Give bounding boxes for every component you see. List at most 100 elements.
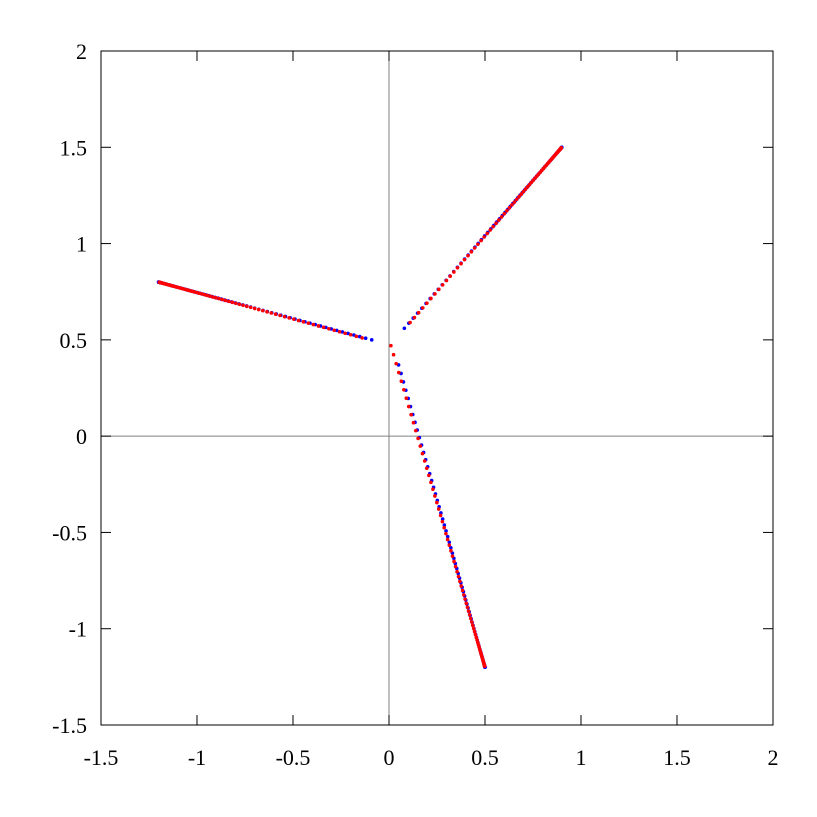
data-point xyxy=(521,189,526,194)
data-point xyxy=(466,609,471,613)
data-point xyxy=(485,231,490,236)
data-point xyxy=(448,274,453,278)
data-point xyxy=(282,314,287,319)
zero-axes xyxy=(101,51,773,725)
data-point xyxy=(444,529,448,533)
data-point xyxy=(332,328,336,333)
data-point xyxy=(202,292,207,297)
data-point xyxy=(452,559,456,564)
data-point xyxy=(220,297,225,302)
data-point xyxy=(402,387,406,392)
data-point xyxy=(488,228,492,232)
data-point xyxy=(471,626,476,631)
data-point xyxy=(458,579,462,584)
data-point xyxy=(452,270,456,274)
data-point xyxy=(269,311,274,315)
data-point xyxy=(459,261,463,266)
data-point xyxy=(436,507,441,511)
data-point xyxy=(412,315,417,320)
data-point xyxy=(438,513,443,518)
data-point xyxy=(470,623,475,628)
data-point xyxy=(404,396,409,401)
data-point xyxy=(399,379,404,384)
data-point xyxy=(230,300,235,305)
data-point xyxy=(311,322,316,327)
data-point xyxy=(425,301,429,305)
data-point xyxy=(517,194,521,199)
data-point xyxy=(416,310,421,315)
data-point xyxy=(514,197,519,202)
x-tick-label: 1 xyxy=(576,745,587,770)
data-point xyxy=(306,321,311,325)
data-point xyxy=(316,324,321,328)
data-point xyxy=(459,584,464,588)
data-point xyxy=(348,332,353,337)
data-point xyxy=(214,296,218,300)
data-point xyxy=(519,192,524,196)
data-point xyxy=(409,412,413,417)
data-point xyxy=(469,250,474,254)
data-point xyxy=(523,187,528,191)
data-point xyxy=(420,451,425,456)
data-point xyxy=(510,203,514,207)
data-point xyxy=(391,352,396,357)
data-point xyxy=(402,326,407,331)
y-axis-ticks: -1.5 -1 -0.5 0 0.5 1 1.5 2 xyxy=(52,39,773,738)
data-point xyxy=(245,304,249,309)
data-point xyxy=(252,306,257,311)
data-point xyxy=(429,480,433,485)
y-tick-label: 0 xyxy=(76,424,87,449)
data-point xyxy=(296,318,301,323)
data-point xyxy=(437,287,441,292)
data-point xyxy=(411,420,416,425)
data-point xyxy=(525,184,530,189)
x-tick-label: 2 xyxy=(768,745,779,770)
data-point xyxy=(469,620,474,624)
data-point xyxy=(431,487,435,492)
data-point xyxy=(456,574,461,579)
data-point xyxy=(340,330,345,334)
data-point xyxy=(234,301,238,306)
data-point xyxy=(491,224,495,229)
data-point xyxy=(447,543,452,547)
data-point xyxy=(476,242,480,247)
data-point xyxy=(256,307,261,312)
y-tick-label: 1 xyxy=(76,232,87,257)
data-point xyxy=(420,306,425,310)
data-point xyxy=(301,320,306,324)
x-axis-ticks: -1.5 -1 -0.5 0 0.5 1 1.5 2 xyxy=(84,51,779,770)
data-point xyxy=(496,218,501,222)
data-point xyxy=(334,328,339,333)
data-point xyxy=(337,329,342,334)
data-point xyxy=(422,459,427,463)
data-point xyxy=(237,302,242,307)
data-point xyxy=(424,466,429,471)
x-tick-label: 0.5 xyxy=(471,745,499,770)
data-point xyxy=(444,531,448,536)
data-point xyxy=(211,295,215,299)
y-tick-label: -0.5 xyxy=(52,520,87,545)
data-point xyxy=(433,292,437,296)
data-point xyxy=(474,635,479,640)
data-point xyxy=(273,312,278,316)
plot-frame xyxy=(100,50,774,726)
data-point xyxy=(460,588,465,593)
data-point xyxy=(435,500,439,505)
data-point xyxy=(507,206,512,210)
data-point xyxy=(494,221,498,226)
data-point xyxy=(455,265,460,270)
data-point xyxy=(278,313,282,318)
x-tick-label: 1.5 xyxy=(663,745,691,770)
x-tick-label: -0.5 xyxy=(276,745,311,770)
data-point xyxy=(467,613,472,617)
x-tick-label: 0 xyxy=(384,745,395,770)
data-point xyxy=(472,629,477,634)
plot-background xyxy=(101,51,773,725)
data-point xyxy=(445,537,450,542)
data-point xyxy=(413,428,418,433)
data-point xyxy=(343,331,347,336)
data-point xyxy=(449,548,453,553)
data-point xyxy=(287,316,291,320)
data-point xyxy=(450,554,455,558)
